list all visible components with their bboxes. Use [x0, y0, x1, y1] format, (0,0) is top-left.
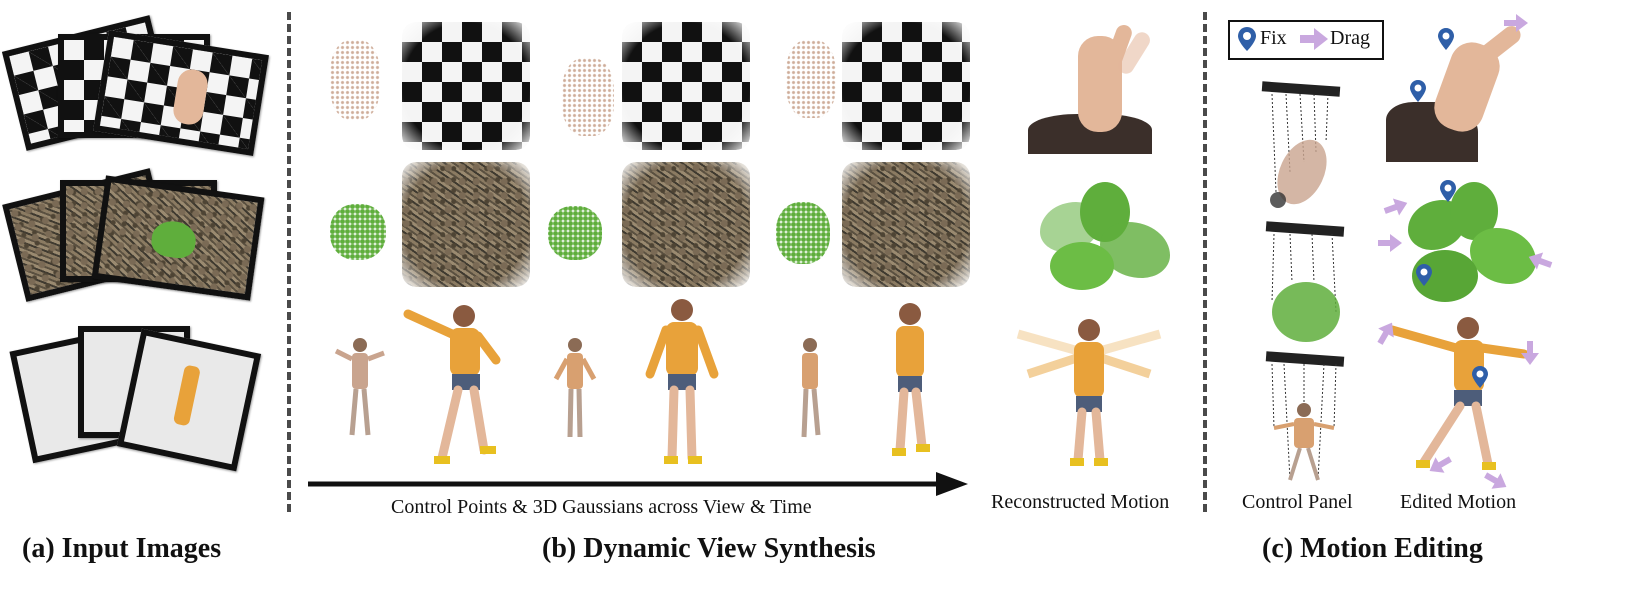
legend-fix-label: Fix [1260, 27, 1287, 49]
render-person-1 [403, 305, 501, 464]
render-plant-3 [842, 162, 970, 287]
person-shape [172, 364, 201, 427]
input-images-panel [0, 0, 280, 520]
input-image-person-3 [116, 328, 262, 472]
pointcloud-hand-3 [786, 40, 836, 118]
plant-shape [149, 218, 199, 261]
drag-arrow-icon [1504, 14, 1528, 32]
reconstructed-plant [1030, 172, 1174, 300]
render-plant-2 [622, 162, 750, 287]
fix-pin-icon [1410, 80, 1426, 102]
pointcloud-plant-3 [776, 202, 830, 264]
separator-right [1203, 12, 1207, 512]
arrow-caption: Control Points & 3D Gaussians across Vie… [391, 496, 812, 518]
arrow-right-icon [1300, 28, 1328, 50]
hand-shape [171, 67, 210, 127]
edited-hand [1386, 12, 1536, 162]
render-hand-3 [842, 22, 970, 150]
drag-arrow-icon [1528, 252, 1553, 270]
pointcloud-plant-2 [548, 206, 602, 260]
edited-plant [1394, 178, 1540, 312]
pointcloud-person-1 [334, 338, 385, 436]
caption-reconstructed: Reconstructed Motion [991, 491, 1170, 513]
drag-arrow-icon [1378, 234, 1402, 252]
caption-edited-motion: Edited Motion [1400, 491, 1517, 513]
drag-arrow-icon [1377, 322, 1394, 345]
drag-arrow-icon [1521, 341, 1539, 365]
reconstructed-person [1016, 319, 1162, 466]
pointcloud-hand-2 [562, 58, 614, 136]
pointcloud-plant-1 [330, 204, 386, 260]
control-panel-plant [1265, 221, 1345, 342]
control-panel-person [1265, 351, 1345, 481]
render-person-2 [645, 299, 719, 464]
pointcloud-person-3 [801, 338, 821, 438]
fix-pin-icon [1472, 366, 1488, 388]
map-pin-icon [1238, 27, 1256, 51]
legend: Fix Drag [1228, 20, 1384, 60]
drag-arrow-icon [1429, 456, 1452, 473]
legend-drag-label: Drag [1330, 27, 1370, 49]
fix-pin-icon [1440, 180, 1456, 202]
pointcloud-hand-1 [330, 40, 380, 120]
fix-pin-icon [1438, 28, 1454, 50]
render-person-3 [892, 303, 930, 456]
input-image-plant-3 [91, 175, 265, 301]
render-hand-2 [622, 22, 750, 150]
render-plant-1 [402, 162, 530, 287]
reconstructed-hand [1028, 16, 1153, 154]
section-title-a: (a) Input Images [22, 533, 222, 564]
drag-arrow-icon [1484, 472, 1507, 489]
render-hand-1 [402, 22, 530, 150]
edited-person [1387, 317, 1529, 470]
timeline-arrow [308, 472, 968, 496]
control-panel-hand [1261, 81, 1341, 208]
fix-pin-icon [1416, 264, 1432, 286]
separator-left [287, 12, 291, 512]
pointcloud-person-2 [553, 338, 597, 438]
section-title-c: (c) Motion Editing [1262, 533, 1483, 564]
drag-arrow-icon [1383, 198, 1408, 216]
caption-control-panel: Control Panel [1242, 491, 1353, 513]
section-title-b: (b) Dynamic View Synthesis [542, 533, 876, 564]
